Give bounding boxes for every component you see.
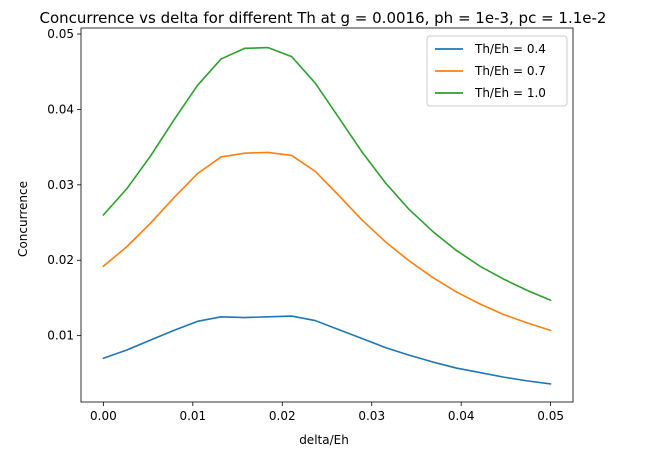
x-tick-label: 0.05 (537, 409, 564, 423)
series-line-3 (102, 46, 552, 302)
chart-title: Concurrence vs delta for different Th at… (40, 9, 607, 27)
axes-frame (80, 27, 574, 403)
x-tick-label: 0.00 (90, 409, 117, 423)
legend-label-2: Th/Eh = 0.7 (474, 64, 546, 78)
y-tick-label: 0.05 (47, 27, 74, 41)
y-tick-label: 0.04 (47, 102, 74, 116)
plot-area (102, 46, 552, 385)
legend-label-1: Th/Eh = 0.4 (474, 42, 546, 56)
x-tick-label: 0.03 (358, 409, 385, 423)
legend-box (426, 35, 568, 107)
y-axis-label: Concurrence (16, 181, 30, 257)
x-axis: 0.00 0.01 0.02 0.03 0.04 0.05 (90, 402, 564, 423)
x-tick-label: 0.01 (179, 409, 206, 423)
axes-border (80, 27, 574, 403)
legend-label-3: Th/Eh = 1.0 (474, 86, 546, 100)
x-tick-label: 0.02 (269, 409, 296, 423)
y-tick-label: 0.02 (47, 253, 74, 267)
legend: Th/Eh = 0.4 Th/Eh = 0.7 Th/Eh = 1.0 (426, 35, 568, 107)
y-axis: 0.01 0.02 0.03 0.04 0.05 (47, 27, 81, 343)
y-tick-label: 0.01 (47, 329, 74, 343)
series-line-2 (102, 151, 552, 332)
y-tick-label: 0.03 (47, 178, 74, 192)
x-axis-label: delta/Eh (299, 433, 349, 447)
series-line-1 (102, 315, 552, 385)
x-tick-label: 0.04 (448, 409, 475, 423)
